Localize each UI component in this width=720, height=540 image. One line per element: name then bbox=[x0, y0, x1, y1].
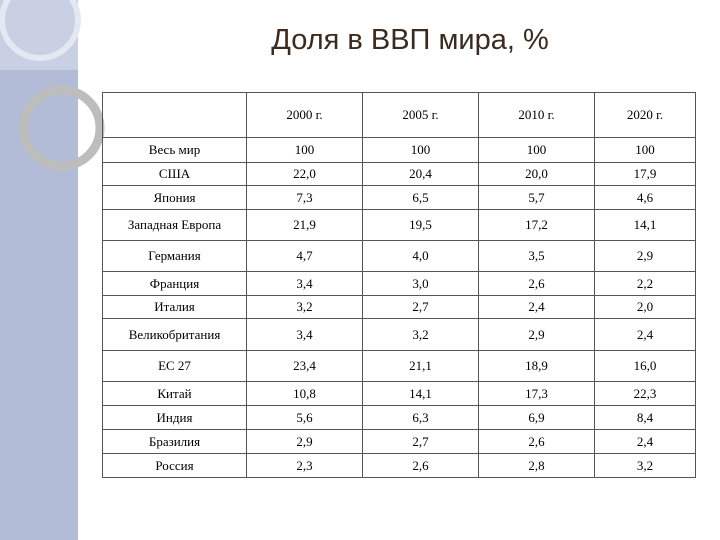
cell: 6,9 bbox=[478, 405, 595, 430]
cell: 8,4 bbox=[594, 405, 696, 430]
table-row: Италия 3,2 2,7 2,4 2,0 bbox=[102, 295, 696, 319]
cell: 14,1 bbox=[594, 209, 696, 241]
cell: 3,2 bbox=[246, 295, 363, 319]
title: Доля в ВВП мира, % bbox=[271, 24, 549, 56]
cell: 3,5 bbox=[478, 240, 595, 272]
cell: 2,3 bbox=[246, 453, 363, 478]
ring bbox=[19, 85, 105, 171]
row-label: ЕС 27 bbox=[102, 350, 247, 382]
cell: 2,7 bbox=[362, 295, 479, 319]
cell: 2,0 bbox=[594, 295, 696, 319]
cell: 20,4 bbox=[362, 162, 479, 186]
cell: 6,5 bbox=[362, 185, 479, 210]
cell: 2,6 bbox=[362, 453, 479, 478]
cell: 23,4 bbox=[246, 350, 363, 382]
cell: 2,7 bbox=[362, 429, 479, 454]
row-label: Бразилия bbox=[102, 429, 247, 454]
table-row: Германия 4,7 4,0 3,5 2,9 bbox=[102, 240, 696, 272]
table-row: Россия 2,3 2,6 2,8 3,2 bbox=[102, 453, 696, 478]
cell: 2,9 bbox=[594, 240, 696, 272]
cell: 14,1 bbox=[362, 381, 479, 406]
corner-circle bbox=[0, 0, 81, 61]
row-label: Франция bbox=[102, 271, 247, 296]
side-band bbox=[0, 0, 78, 540]
cell: 3,2 bbox=[362, 318, 479, 351]
table-row: Великобритания 3,4 3,2 2,9 2,4 bbox=[102, 318, 696, 351]
cell: 2,9 bbox=[246, 429, 363, 454]
header-row: 2000 г. 2005 г. 2010 г. 2020 г. bbox=[102, 92, 696, 138]
table-row: Китай 10,8 14,1 17,3 22,3 bbox=[102, 381, 696, 406]
cell: 22,0 bbox=[246, 162, 363, 186]
row-label: Япония bbox=[102, 185, 247, 210]
cell: 4,6 bbox=[594, 185, 696, 210]
cell: 3,4 bbox=[246, 318, 363, 351]
cell: 2,9 bbox=[478, 318, 595, 351]
cell: 22,3 bbox=[594, 381, 696, 406]
cell: 19,5 bbox=[362, 209, 479, 241]
cell: 2,6 bbox=[478, 429, 595, 454]
row-label: Италия bbox=[102, 295, 247, 319]
row-label: Китай bbox=[102, 381, 247, 406]
cell: 2,8 bbox=[478, 453, 595, 478]
row-label: Западная Европа bbox=[102, 209, 247, 241]
cell: 2,4 bbox=[478, 295, 595, 319]
table-row: ЕС 27 23,4 21,1 18,9 16,0 bbox=[102, 350, 696, 382]
table-row: Япония 7,3 6,5 5,7 4,6 bbox=[102, 185, 696, 210]
cell: 21,9 bbox=[246, 209, 363, 241]
cell: 17,2 bbox=[478, 209, 595, 241]
cell: 17,9 bbox=[594, 162, 696, 186]
cell: 5,7 bbox=[478, 185, 595, 210]
data-table: 2000 г. 2005 г. 2010 г. 2020 г. Весь мир 100 1… bbox=[102, 92, 696, 478]
row-label: Индия bbox=[102, 405, 247, 430]
cell: 100 bbox=[246, 137, 363, 163]
table-row: Индия 5,6 6,3 6,9 8,4 bbox=[102, 405, 696, 430]
cell: 16,0 bbox=[594, 350, 696, 382]
corner-cell bbox=[102, 92, 247, 138]
cell: 10,8 bbox=[246, 381, 363, 406]
cell: 2,2 bbox=[594, 271, 696, 296]
row-label: Россия bbox=[102, 453, 247, 478]
header-cell: 2000 г. bbox=[246, 92, 363, 138]
cell: 4,0 bbox=[362, 240, 479, 272]
table-row: Западная Европа 21,9 19,5 17,2 14,1 bbox=[102, 209, 696, 241]
cell: 2,4 bbox=[594, 318, 696, 351]
row-label: Великобритания bbox=[102, 318, 247, 351]
cell: 5,6 bbox=[246, 405, 363, 430]
header-cell: 2010 г. bbox=[478, 92, 595, 138]
cell: 100 bbox=[594, 137, 696, 163]
cell: 100 bbox=[362, 137, 479, 163]
row-label: США bbox=[102, 162, 247, 186]
cell: 17,3 bbox=[478, 381, 595, 406]
cell: 2,4 bbox=[594, 429, 696, 454]
cell: 3,2 bbox=[594, 453, 696, 478]
row-label: Весь мир bbox=[102, 137, 247, 163]
table-row: Весь мир 100 100 100 100 bbox=[102, 137, 696, 163]
cell: 4,7 bbox=[246, 240, 363, 272]
cell: 100 bbox=[478, 137, 595, 163]
header-cell: 2005 г. bbox=[362, 92, 479, 138]
row-label: Германия bbox=[102, 240, 247, 272]
cell: 3,4 bbox=[246, 271, 363, 296]
cell: 7,3 bbox=[246, 185, 363, 210]
table-row: США 22,0 20,4 20,0 17,9 bbox=[102, 162, 696, 186]
cell: 2,6 bbox=[478, 271, 595, 296]
cell: 20,0 bbox=[478, 162, 595, 186]
cell: 3,0 bbox=[362, 271, 479, 296]
cell: 21,1 bbox=[362, 350, 479, 382]
cell: 6,3 bbox=[362, 405, 479, 430]
table-row: Бразилия 2,9 2,7 2,6 2,4 bbox=[102, 429, 696, 454]
cell: 18,9 bbox=[478, 350, 595, 382]
header-cell: 2020 г. bbox=[594, 92, 696, 138]
table-row: Франция 3,4 3,0 2,6 2,2 bbox=[102, 271, 696, 296]
